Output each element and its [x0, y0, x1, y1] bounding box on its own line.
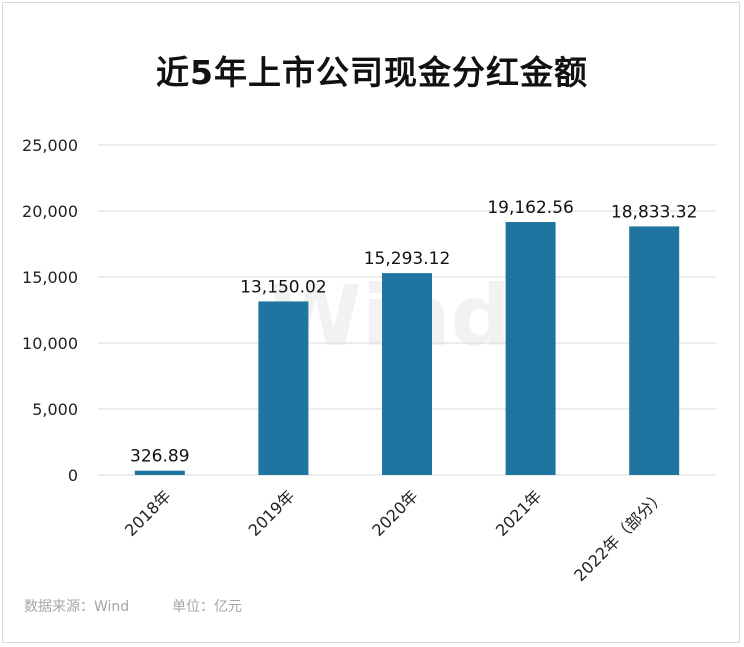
y-tick-label: 5,000 [32, 400, 78, 419]
chart-title: 近5年上市公司现金分红金额 [156, 53, 588, 92]
data-label: 15,293.12 [364, 249, 451, 269]
y-axis-ticks: 0 5,000 10,000 15,000 20,000 25,000 [22, 136, 78, 485]
data-label: 326.89 [130, 447, 189, 467]
unit-note: 单位：亿元 [172, 599, 242, 615]
y-tick-label: 10,000 [22, 334, 78, 353]
source-note: 数据来源：Wind [24, 599, 130, 615]
category-labels: 2018年 2019年 2020年 2021年 2022年（部分） [121, 486, 669, 585]
category-label: 2018年 [121, 486, 175, 540]
bar [505, 222, 556, 475]
bar [382, 273, 432, 475]
bars [134, 222, 680, 475]
data-labels: 326.89 13,150.02 15,293.12 19,162.56 18,833.… [130, 198, 697, 467]
data-label: 13,150.02 [240, 277, 327, 297]
y-tick-label: 20,000 [22, 202, 78, 221]
category-label: 2019年 [245, 486, 299, 540]
category-label: 2021年 [492, 486, 546, 540]
category-label: 2020年 [368, 486, 422, 540]
y-tick-label: 15,000 [22, 268, 78, 287]
bar [258, 301, 309, 475]
category-label: 2022年（部分） [570, 486, 669, 585]
y-tick-label: 0 [68, 466, 78, 485]
data-label: 19,162.56 [487, 198, 574, 218]
y-tick-label: 25,000 [22, 136, 78, 155]
data-label: 18,833.32 [611, 202, 698, 222]
bar [134, 470, 185, 475]
bar [629, 226, 680, 475]
